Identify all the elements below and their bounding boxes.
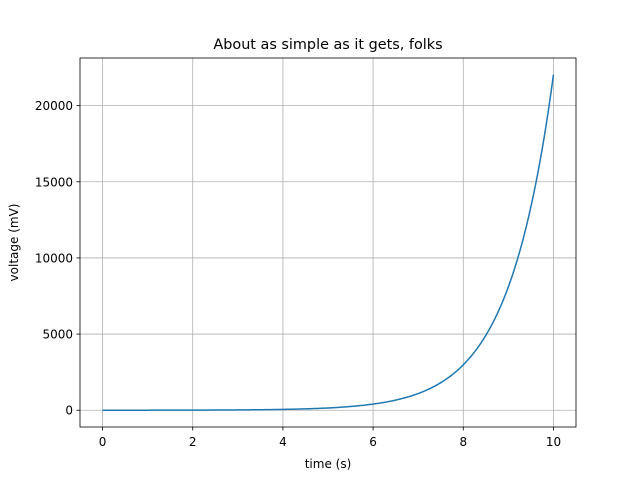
series-line [102, 74, 555, 411]
y-tick-label: 0 [65, 404, 73, 418]
x-tick-label: 6 [369, 435, 377, 449]
x-tick-label: 0 [99, 435, 107, 449]
chart-title: About as simple as it gets, folks [213, 37, 442, 53]
y-tick-label: 20000 [35, 99, 73, 113]
y-axis-label: voltage (mV) [7, 204, 21, 282]
grid-lines [80, 58, 576, 427]
x-tick-label: 4 [279, 435, 287, 449]
axes-frame [79, 57, 577, 428]
axis-ticks: 0 2 4 6 8 10 0 5000 10000 15000 20000 [35, 99, 561, 449]
y-tick-label: 10000 [35, 251, 73, 265]
x-tick-label: 10 [546, 435, 561, 449]
y-tick-label: 15000 [35, 175, 73, 189]
series-layer [102, 74, 555, 411]
y-tick-label: 5000 [42, 328, 73, 342]
x-axis-label: time (s) [305, 457, 352, 471]
x-tick-label: 2 [189, 435, 197, 449]
x-tick-label: 8 [459, 435, 467, 449]
